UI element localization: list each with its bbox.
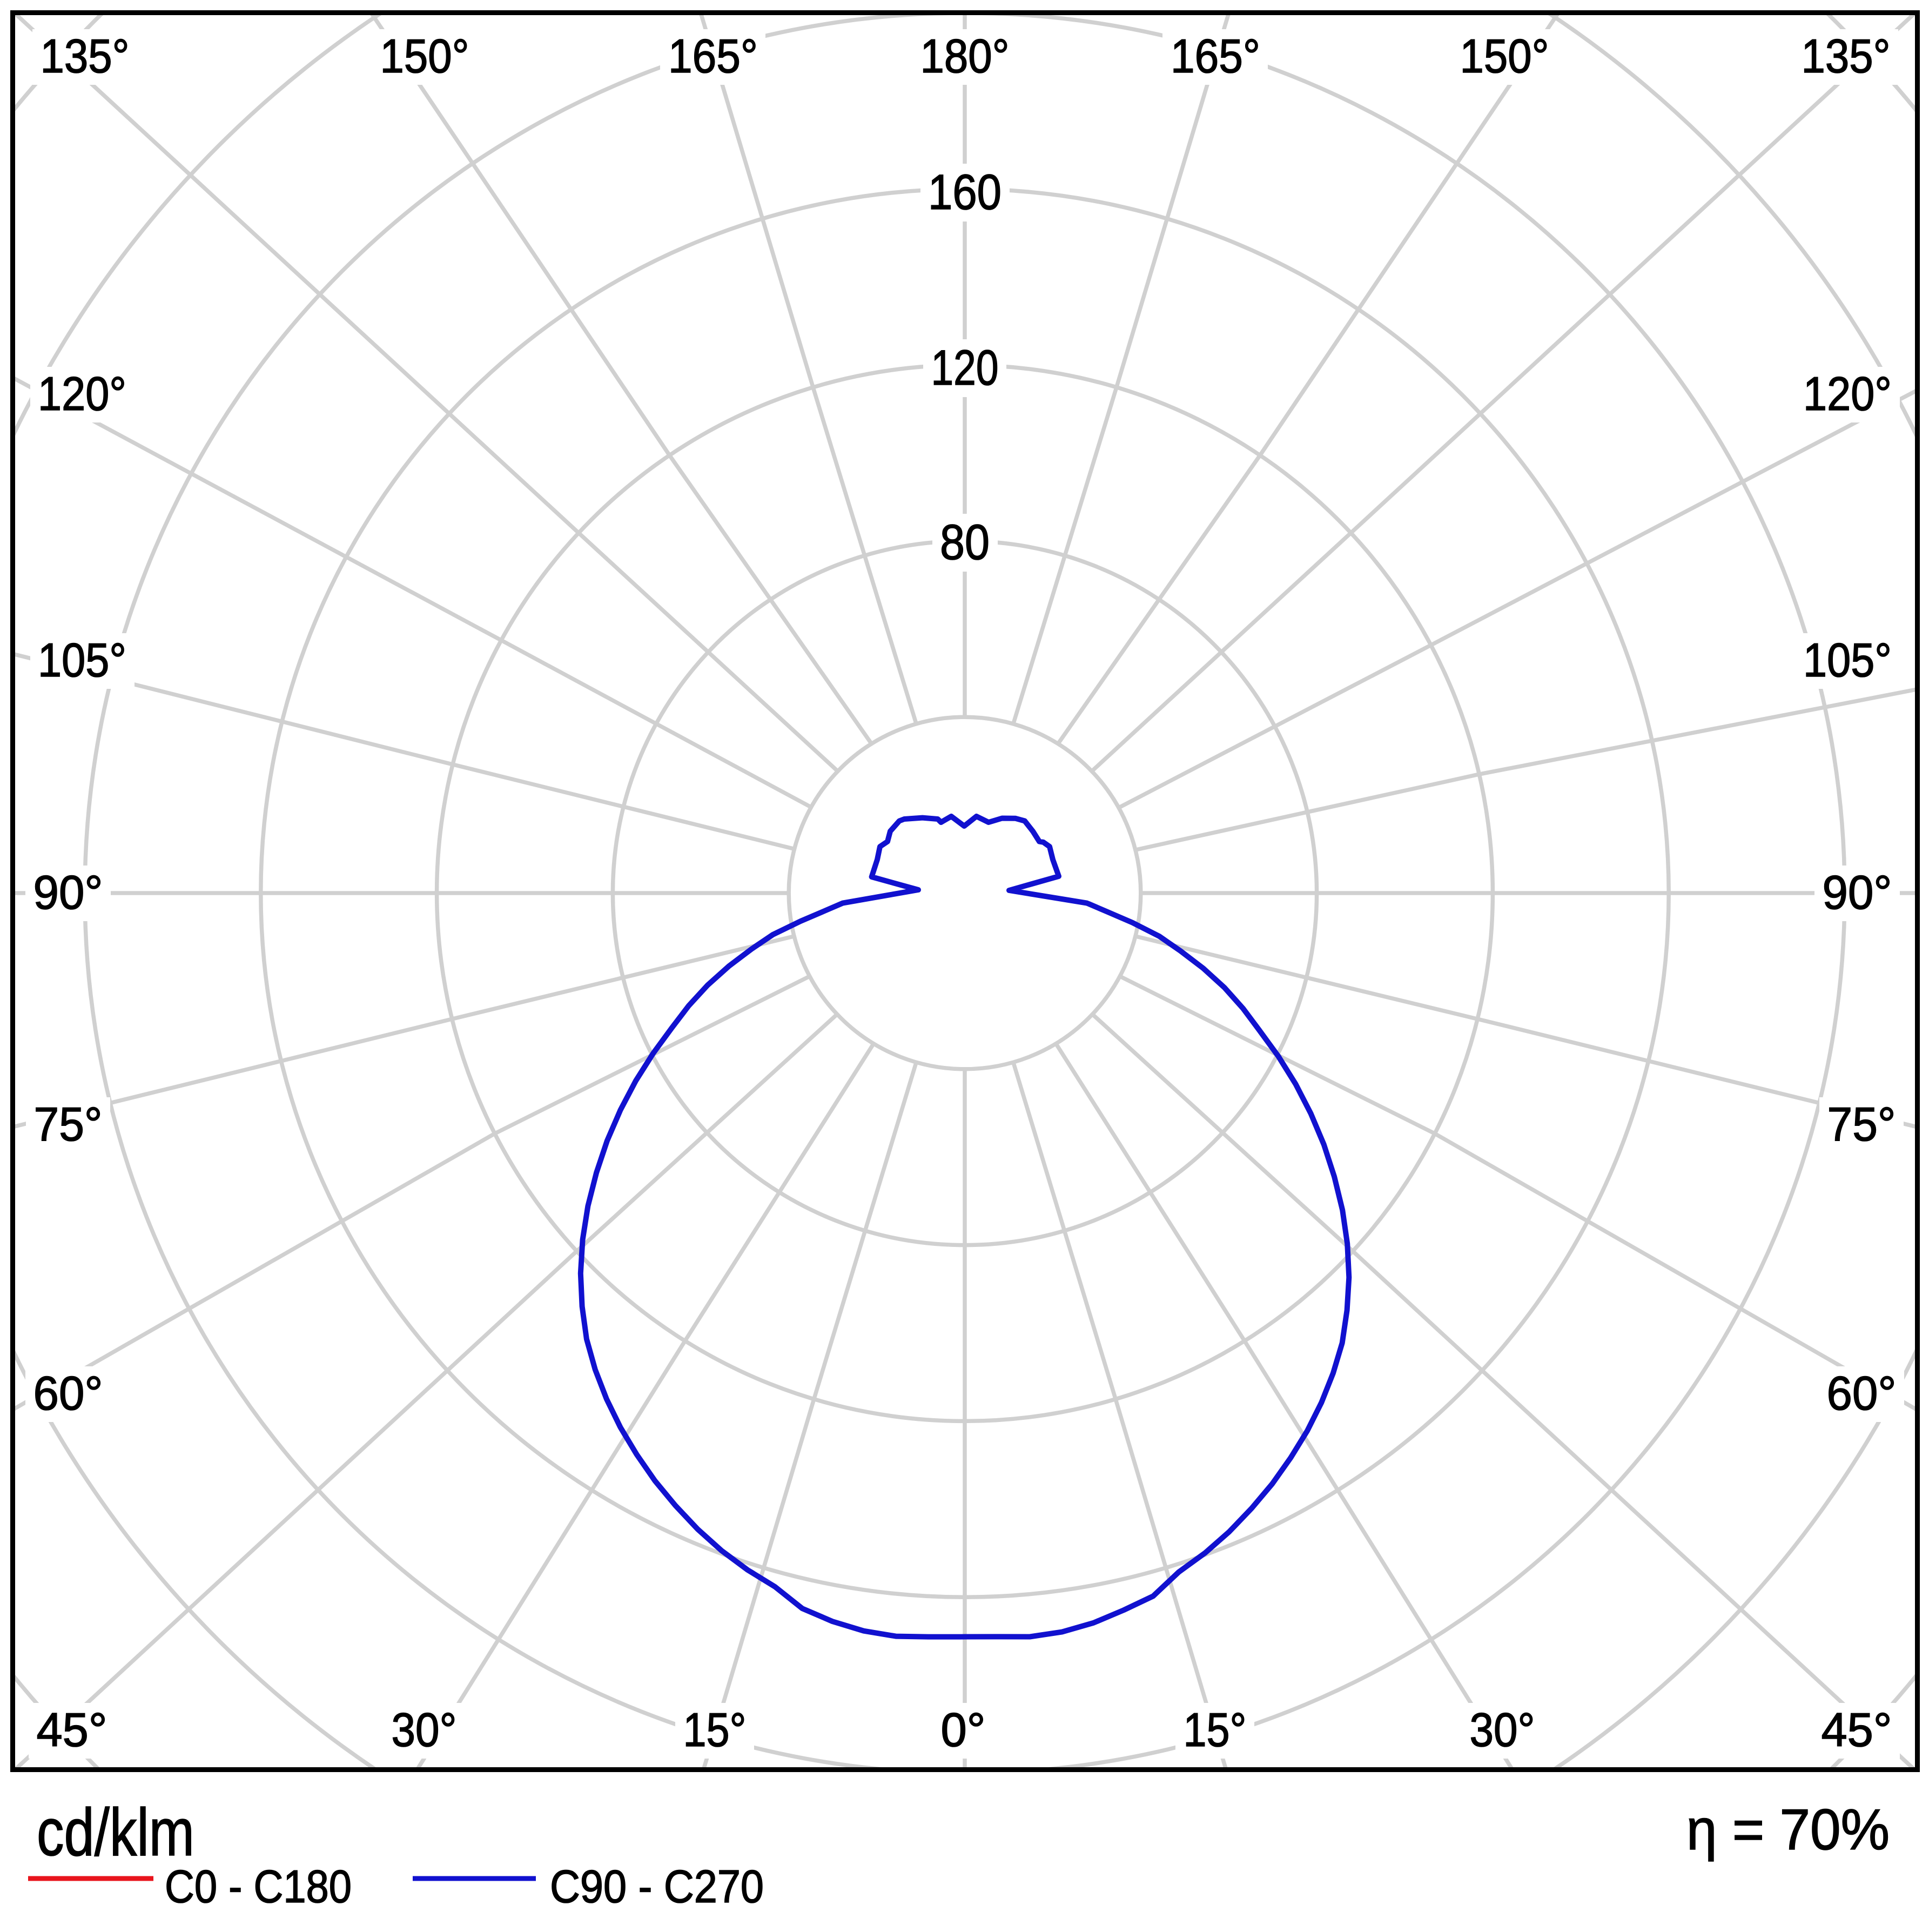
svg-text:30°: 30° — [1470, 1703, 1535, 1756]
svg-text:cd/klm: cd/klm — [37, 1795, 194, 1870]
svg-text:75°: 75° — [34, 1097, 103, 1151]
svg-text:60°: 60° — [1827, 1366, 1897, 1420]
svg-text:105°: 105° — [1803, 633, 1892, 687]
svg-text:80: 80 — [940, 515, 990, 570]
svg-text:150°: 150° — [1460, 29, 1549, 83]
svg-text:15°: 15° — [683, 1703, 747, 1756]
svg-text:165°: 165° — [668, 29, 758, 83]
svg-text:90°: 90° — [1823, 866, 1892, 919]
svg-text:105°: 105° — [38, 633, 126, 687]
svg-text:η = 70%: η = 70% — [1686, 1797, 1890, 1862]
svg-text:75°: 75° — [1827, 1097, 1896, 1151]
svg-text:C0 - C180: C0 - C180 — [165, 1861, 352, 1913]
svg-text:150°: 150° — [380, 29, 469, 83]
svg-text:165°: 165° — [1171, 29, 1260, 83]
svg-text:135°: 135° — [41, 29, 130, 83]
svg-text:135°: 135° — [1802, 29, 1891, 83]
svg-text:15°: 15° — [1184, 1703, 1247, 1756]
svg-text:0°: 0° — [941, 1703, 986, 1756]
svg-text:120°: 120° — [1803, 367, 1892, 420]
svg-text:160: 160 — [928, 165, 1002, 220]
svg-text:120: 120 — [931, 340, 999, 395]
svg-text:180°: 180° — [920, 29, 1010, 83]
svg-text:90°: 90° — [33, 866, 103, 919]
svg-text:45°: 45° — [37, 1703, 107, 1756]
svg-text:45°: 45° — [1822, 1703, 1892, 1756]
svg-text:120°: 120° — [38, 367, 126, 420]
svg-text:30°: 30° — [392, 1703, 457, 1756]
svg-text:C90 - C270: C90 - C270 — [550, 1861, 764, 1913]
svg-text:60°: 60° — [33, 1366, 103, 1420]
